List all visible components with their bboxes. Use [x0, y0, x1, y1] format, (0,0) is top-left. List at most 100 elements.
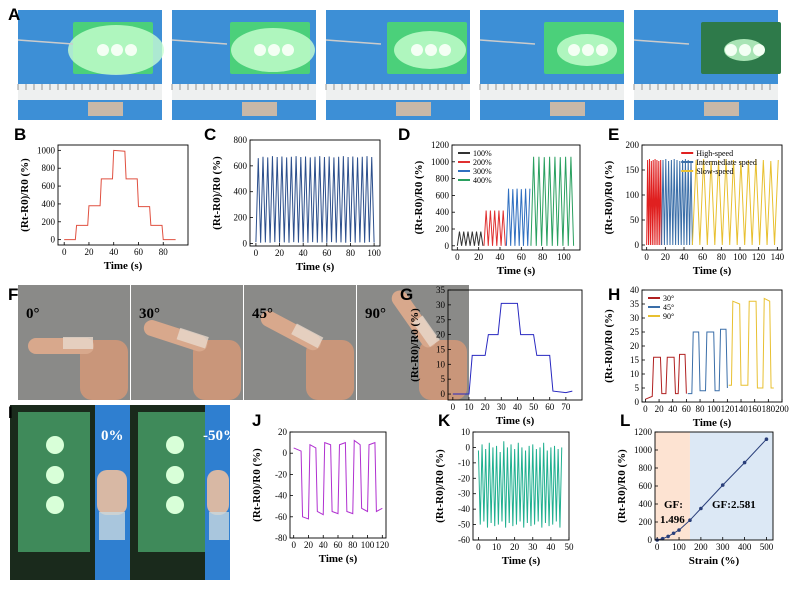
ruler [326, 84, 470, 100]
y-tick-label: 0 [51, 235, 56, 245]
data-point [720, 483, 725, 487]
x-tick-label: 40 [319, 540, 329, 550]
y-axis-label: (Rt-R0)/R0 (%) [251, 448, 263, 522]
led [125, 44, 137, 56]
data-point [688, 518, 692, 522]
y-tick-label: -80 [275, 533, 287, 543]
data-point [666, 534, 670, 539]
panel-label: G [400, 285, 413, 304]
y-axis-label: (Rt-R0)/R0 (%) [211, 156, 223, 230]
y-tick-label: 0 [445, 241, 450, 251]
y-tick-label: -20 [458, 473, 470, 483]
x-tick-label: 40 [496, 252, 506, 262]
sensor [412, 315, 440, 347]
x-tick-label: 60 [134, 247, 144, 257]
data-line [530, 156, 575, 246]
x-tick-label: 40 [513, 402, 523, 412]
y-tick-label: 1000 [634, 445, 653, 455]
y-tick-label: -60 [275, 512, 287, 522]
led [425, 44, 437, 56]
x-tick-label: 20 [474, 252, 484, 262]
led [46, 436, 64, 454]
x-tick-label: 0 [455, 252, 460, 262]
x-tick-label: 160 [748, 404, 762, 414]
x-tick-label: 0 [62, 247, 67, 257]
y-tick-label: 200 [234, 213, 248, 223]
x-tick-label: 60 [698, 252, 708, 262]
y-tick-label: 0 [283, 448, 288, 458]
led [582, 44, 594, 56]
data-line [657, 438, 767, 541]
plot-frame [654, 431, 774, 541]
y-tick-label: 400 [42, 199, 56, 209]
x-tick-label: 20 [655, 404, 665, 414]
led [166, 496, 184, 514]
y-tick-label: -30 [458, 489, 470, 499]
y-axis-label: (Rt-R0)/R0 (%) [409, 308, 421, 382]
x-tick-label: 20 [304, 540, 314, 550]
data-line [646, 158, 663, 246]
x-axis-label: Time (s) [502, 555, 541, 567]
y-tick-label: 0 [441, 389, 446, 399]
x-tick-label: 10 [464, 402, 474, 412]
x-tick-label: 100 [361, 540, 375, 550]
data-line [477, 441, 563, 528]
y-tick-label: 20 [630, 341, 640, 351]
x-tick-label: 40 [299, 248, 309, 258]
y-tick-label: 30 [630, 313, 640, 323]
y-tick-label: -50 [458, 520, 470, 530]
x-tick-label: 0 [644, 252, 649, 262]
x-tick-label: 20 [481, 402, 491, 412]
legend-label: 90° [663, 312, 674, 321]
y-tick-label: -60 [458, 535, 470, 545]
panel-label: I [8, 403, 13, 422]
x-tick-label: 0 [291, 540, 296, 550]
photo-label: 0° [26, 306, 40, 322]
y-axis-label: (Rt-R0)/R0 (%) [616, 449, 628, 523]
data-line [293, 439, 383, 520]
finger [97, 470, 127, 515]
y-tick-label: 35 [436, 285, 446, 295]
x-axis-label: Time (s) [497, 265, 536, 277]
y-tick-label: -10 [458, 458, 470, 468]
x-tick-label: 50 [529, 402, 539, 412]
x-tick-label: 60 [682, 404, 692, 414]
x-tick-label: 0 [476, 542, 481, 552]
x-tick-label: 100 [557, 252, 571, 262]
y-tick-label: 100 [626, 190, 640, 200]
x-tick-label: 180 [762, 404, 776, 414]
x-tick-label: 20 [275, 248, 285, 258]
x-tick-label: 120 [376, 540, 390, 550]
photo-label: 30° [139, 306, 160, 322]
x-tick-label: 100 [733, 252, 747, 262]
y-tick-label: 200 [436, 224, 450, 234]
y-tick-label: 35 [630, 299, 640, 309]
plot-frame [447, 289, 583, 401]
panel-label: E [608, 125, 619, 144]
y-tick-label: 50 [630, 215, 640, 225]
panel-label: J [252, 411, 261, 430]
x-tick-label: 30 [497, 402, 507, 412]
panel-label: L [620, 411, 630, 430]
y-tick-label: 200 [639, 517, 653, 527]
y-tick-label: 0 [466, 442, 471, 452]
x-tick-label: 200 [694, 542, 708, 552]
wire [325, 39, 382, 45]
panel-label: C [204, 125, 216, 144]
legend-label: 45° [663, 303, 674, 312]
y-tick-label: 25 [630, 327, 640, 337]
y-tick-label: 5 [635, 383, 640, 393]
x-tick-label: 300 [716, 542, 730, 552]
x-tick-label: 10 [492, 542, 502, 552]
y-tick-label: -40 [458, 504, 470, 514]
led [739, 44, 751, 56]
led [111, 44, 123, 56]
x-tick-label: 60 [334, 540, 344, 550]
led [166, 436, 184, 454]
data-line [456, 231, 484, 246]
x-tick-label: 100 [367, 248, 381, 258]
wire [17, 39, 74, 45]
y-tick-label: 1200 [431, 140, 450, 150]
data-line [691, 158, 779, 246]
legend-label: 400% [473, 176, 492, 185]
